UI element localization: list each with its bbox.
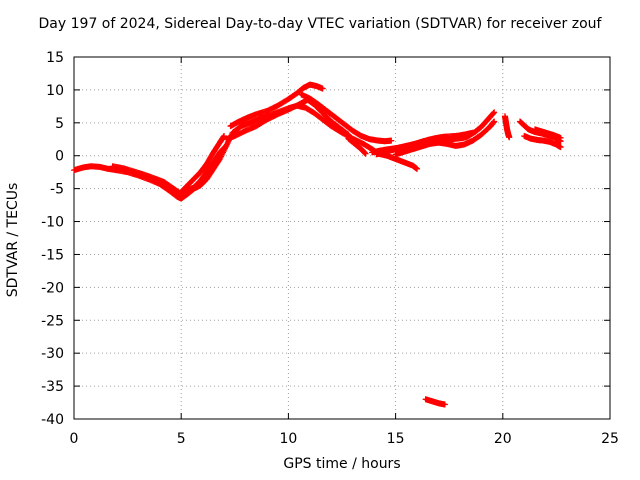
series-track-f [298, 91, 395, 145]
data-point [441, 401, 448, 408]
x-tick-label: 15 [387, 431, 405, 447]
series-track-c [178, 132, 228, 195]
series-track-l [501, 113, 513, 141]
series-track-n [521, 132, 564, 151]
data-point [362, 150, 369, 157]
plot-frame [73, 56, 611, 420]
y-tick-label: -15 [41, 247, 64, 263]
data-point [388, 137, 395, 144]
y-tick-label: -30 [41, 346, 64, 362]
x-tick-label: 5 [177, 431, 186, 447]
series-track-k [373, 129, 476, 158]
y-tick-label: 5 [55, 116, 64, 132]
x-axis-label: GPS time / hours [283, 456, 401, 472]
data-point [469, 129, 476, 136]
y-tick-label: -35 [41, 379, 64, 395]
data-point [506, 134, 513, 141]
tick-layer: 15 10 5 0 -5 -10 -15 -20 -25 -30 -35 -40 0 5 10 15 20 25 [41, 50, 619, 447]
y-tick-label: -5 [50, 182, 64, 198]
y-tick-label: 10 [46, 83, 64, 99]
series-track-d [227, 81, 326, 130]
data-point [557, 134, 564, 141]
y-tick-label: -10 [41, 215, 64, 231]
data-point [490, 110, 497, 117]
data-point [491, 109, 498, 116]
data-point [221, 132, 228, 139]
data-point [319, 85, 326, 92]
x-tick-label: 20 [494, 431, 512, 447]
x-tick-label: 10 [279, 431, 297, 447]
data-point [221, 144, 228, 151]
y-tick-label: 15 [46, 50, 64, 66]
x-tick-label: 0 [70, 431, 79, 447]
series-track-o [531, 126, 564, 141]
y-tick-label: 0 [55, 149, 64, 165]
series-track-j [392, 118, 498, 158]
series-track-g [345, 135, 369, 157]
y-tick-label: -40 [41, 412, 64, 428]
data-point [557, 144, 564, 151]
chart-title: Day 197 of 2024, Sidereal Day-to-day VTE… [38, 16, 602, 32]
data-point [491, 118, 498, 125]
y-tick-label: -20 [41, 280, 64, 296]
data-point [223, 142, 230, 149]
series-track-p [422, 396, 448, 408]
grid-layer [74, 57, 610, 419]
data-point [414, 165, 421, 172]
x-tick-label: 25 [601, 431, 619, 447]
y-axis-label: SDTVAR / TECUs [5, 182, 21, 298]
data-point [222, 143, 229, 150]
y-tick-label: -25 [41, 313, 64, 329]
data-layer [71, 81, 564, 408]
data-point [344, 131, 351, 138]
